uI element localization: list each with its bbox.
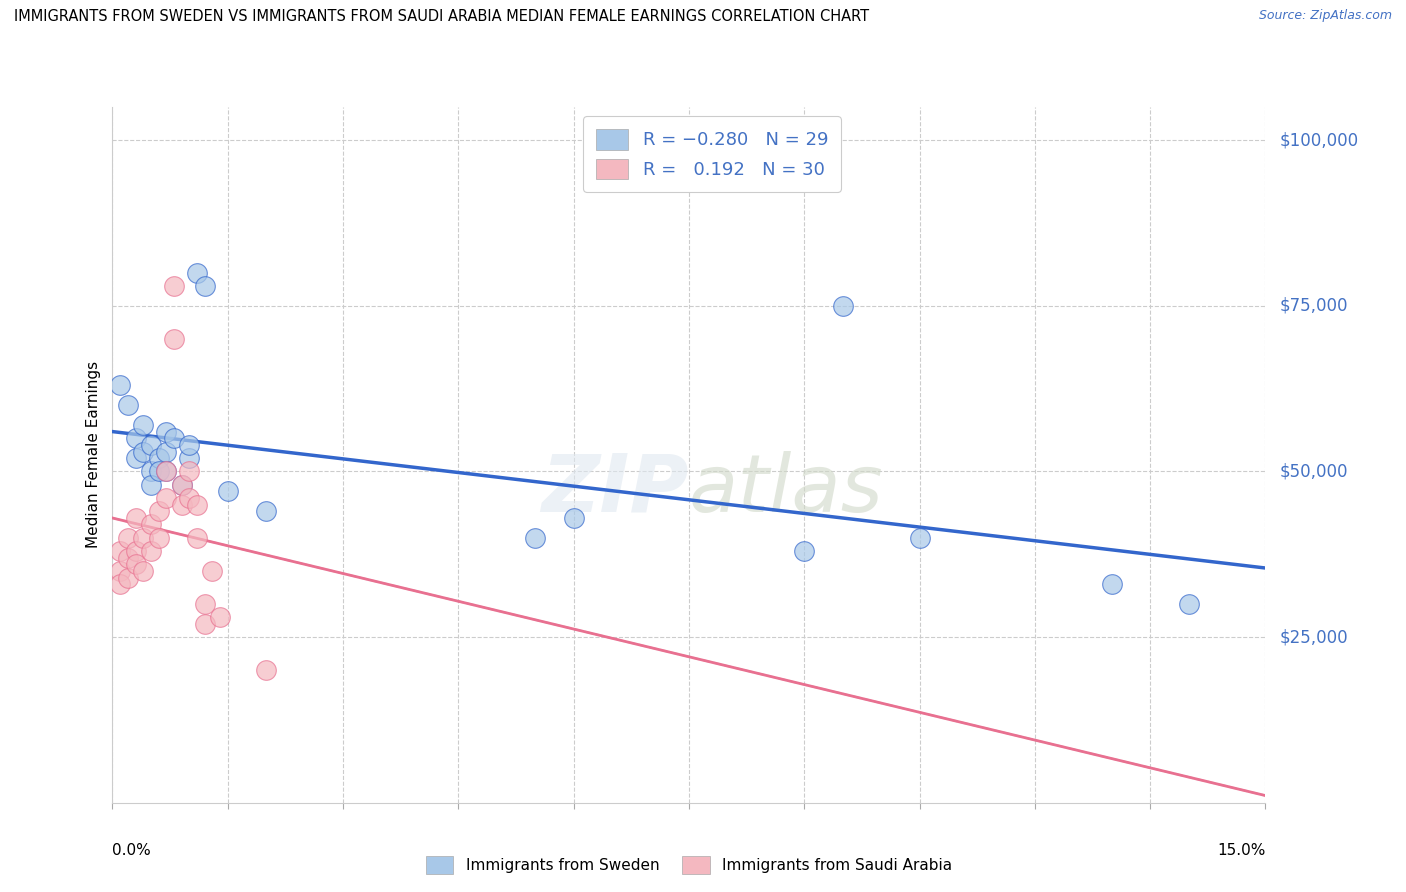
Point <box>179 465 201 479</box>
Point <box>217 484 239 499</box>
Point <box>132 418 155 433</box>
Point <box>132 531 155 545</box>
Point <box>209 610 232 624</box>
Point <box>908 531 931 545</box>
Text: atlas: atlas <box>689 450 884 529</box>
Point <box>132 444 155 458</box>
Point <box>117 550 139 565</box>
Text: 0.0%: 0.0% <box>112 843 152 858</box>
Point <box>155 465 177 479</box>
Point <box>108 378 131 392</box>
Legend: R = −0.280   N = 29, R =   0.192   N = 30: R = −0.280 N = 29, R = 0.192 N = 30 <box>583 116 841 192</box>
Text: IMMIGRANTS FROM SWEDEN VS IMMIGRANTS FROM SAUDI ARABIA MEDIAN FEMALE EARNINGS CO: IMMIGRANTS FROM SWEDEN VS IMMIGRANTS FRO… <box>14 9 869 24</box>
Text: $75,000: $75,000 <box>1279 297 1348 315</box>
Text: $25,000: $25,000 <box>1279 628 1348 646</box>
Point <box>155 425 177 439</box>
Point <box>186 531 208 545</box>
Point <box>254 663 277 677</box>
Point <box>155 491 177 505</box>
Point <box>186 266 208 280</box>
Point <box>124 451 146 466</box>
Point <box>170 477 193 491</box>
Point <box>831 299 853 313</box>
Point <box>186 498 208 512</box>
Point <box>139 517 162 532</box>
Point <box>163 431 186 445</box>
Point <box>108 544 131 558</box>
Point <box>793 544 815 558</box>
Point <box>163 279 186 293</box>
Point <box>124 511 146 525</box>
Point <box>201 564 224 578</box>
Text: $100,000: $100,000 <box>1279 131 1358 149</box>
Point <box>148 504 170 518</box>
Point <box>194 279 217 293</box>
Point <box>155 465 177 479</box>
Text: ZIP: ZIP <box>541 450 689 529</box>
Point <box>124 544 146 558</box>
Point <box>179 491 201 505</box>
Point <box>194 616 217 631</box>
Point <box>562 511 585 525</box>
Point <box>194 597 217 611</box>
Point <box>148 531 170 545</box>
Y-axis label: Median Female Earnings: Median Female Earnings <box>86 361 101 549</box>
Legend: Immigrants from Sweden, Immigrants from Saudi Arabia: Immigrants from Sweden, Immigrants from … <box>420 850 957 880</box>
Point <box>148 465 170 479</box>
Point <box>148 451 170 466</box>
Point <box>132 564 155 578</box>
Text: Source: ZipAtlas.com: Source: ZipAtlas.com <box>1258 9 1392 22</box>
Point <box>1177 597 1199 611</box>
Point <box>170 477 193 491</box>
Point <box>155 444 177 458</box>
Point <box>179 438 201 452</box>
Point <box>117 398 139 412</box>
Point <box>108 564 131 578</box>
Point <box>139 544 162 558</box>
Point <box>108 577 131 591</box>
Point <box>163 332 186 346</box>
Point <box>139 438 162 452</box>
Point <box>117 531 139 545</box>
Point <box>139 477 162 491</box>
Point <box>179 451 201 466</box>
Point <box>254 504 277 518</box>
Point <box>117 570 139 584</box>
Point <box>524 531 547 545</box>
Point <box>139 465 162 479</box>
Text: 15.0%: 15.0% <box>1218 843 1265 858</box>
Text: $50,000: $50,000 <box>1279 462 1348 481</box>
Point <box>124 558 146 572</box>
Point <box>170 498 193 512</box>
Point <box>124 431 146 445</box>
Point <box>1101 577 1123 591</box>
